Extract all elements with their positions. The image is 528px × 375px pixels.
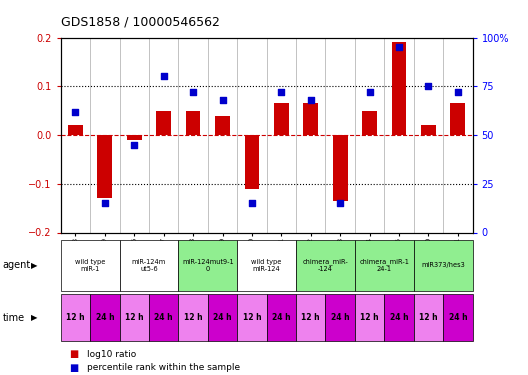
Text: 24 h: 24 h: [96, 314, 114, 322]
Text: miR373/hes3: miR373/hes3: [421, 262, 465, 268]
Point: [365, 89, 374, 95]
Text: 24 h: 24 h: [390, 314, 408, 322]
Text: 12 h: 12 h: [301, 314, 320, 322]
Point: [101, 200, 109, 206]
Point: [189, 89, 197, 95]
Point: [277, 89, 286, 95]
Point: [71, 109, 80, 115]
Point: [248, 200, 256, 206]
Bar: [98, 135, 112, 198]
Bar: [421, 125, 436, 135]
Text: 24 h: 24 h: [331, 314, 350, 322]
Bar: [215, 116, 230, 135]
Text: 24 h: 24 h: [213, 314, 232, 322]
Text: 12 h: 12 h: [66, 314, 84, 322]
Bar: [304, 104, 318, 135]
Point: [130, 142, 138, 148]
Bar: [156, 111, 171, 135]
Point: [395, 44, 403, 50]
Text: 24 h: 24 h: [449, 314, 467, 322]
Text: wild type
miR-124: wild type miR-124: [251, 259, 282, 272]
Text: wild type
miR-1: wild type miR-1: [75, 259, 105, 272]
Bar: [450, 104, 465, 135]
Text: miR-124m
ut5-6: miR-124m ut5-6: [132, 259, 166, 272]
Point: [307, 97, 315, 103]
Text: 12 h: 12 h: [243, 314, 261, 322]
Text: 12 h: 12 h: [125, 314, 144, 322]
Point: [218, 97, 227, 103]
Bar: [127, 135, 142, 140]
Point: [336, 200, 344, 206]
Text: miR-124mut9-1
0: miR-124mut9-1 0: [182, 259, 233, 272]
Bar: [244, 135, 259, 189]
Text: ▶: ▶: [31, 314, 37, 322]
Text: ■: ■: [69, 363, 78, 372]
Text: time: time: [3, 313, 25, 323]
Text: GDS1858 / 10000546562: GDS1858 / 10000546562: [61, 15, 220, 28]
Text: 24 h: 24 h: [272, 314, 290, 322]
Text: log10 ratio: log10 ratio: [87, 350, 136, 359]
Bar: [362, 111, 377, 135]
Point: [454, 89, 462, 95]
Text: agent: agent: [3, 260, 31, 270]
Text: ■: ■: [69, 350, 78, 359]
Text: ▶: ▶: [31, 261, 37, 270]
Text: percentile rank within the sample: percentile rank within the sample: [87, 363, 240, 372]
Text: chimera_miR-
-124: chimera_miR- -124: [303, 258, 348, 272]
Text: chimera_miR-1
24-1: chimera_miR-1 24-1: [360, 258, 409, 272]
Bar: [274, 104, 289, 135]
Point: [159, 74, 168, 80]
Text: 24 h: 24 h: [154, 314, 173, 322]
Bar: [68, 125, 83, 135]
Bar: [186, 111, 201, 135]
Bar: [392, 42, 407, 135]
Text: 12 h: 12 h: [419, 314, 438, 322]
Point: [424, 83, 432, 89]
Text: 12 h: 12 h: [360, 314, 379, 322]
Bar: [333, 135, 347, 201]
Text: 12 h: 12 h: [184, 314, 202, 322]
